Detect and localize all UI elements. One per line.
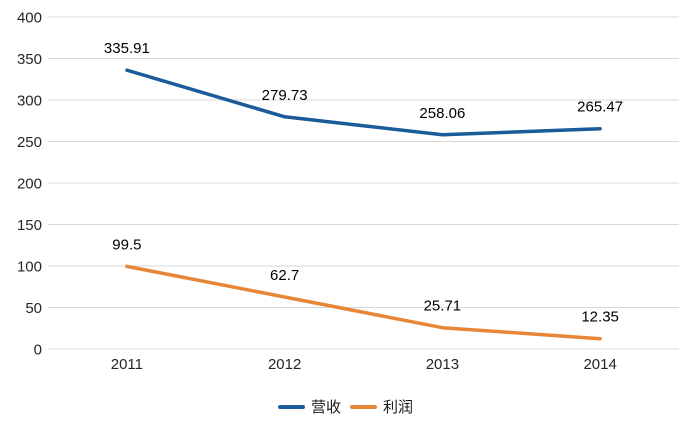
x-axis-category-label: 2012 [268,356,301,373]
y-axis-tick-label: 200 [17,175,42,192]
legend-label: 营收 [310,399,341,416]
legend-item-profit[interactable]: 利润 [350,396,413,417]
series-line-revenue [125,68,602,137]
legend-line-swatch [277,404,305,409]
y-axis-tick-label: 350 [17,51,42,68]
data-label: 265.47 [577,99,623,116]
legend-label: 利润 [383,399,414,416]
data-label: 12.35 [581,309,619,326]
y-axis-tick-label: 50 [25,300,42,317]
data-label: 62.7 [270,267,299,284]
x-axis-category-label: 2013 [426,356,459,373]
data-label: 25.71 [424,298,462,315]
y-axis-tick-label: 400 [17,9,42,26]
y-axis-tick-label: 300 [17,92,42,109]
data-label: 335.91 [104,40,150,57]
legend-item-revenue[interactable]: 营收 [277,396,341,417]
x-axis-category-label: 2014 [583,356,616,373]
data-label: 258.06 [419,105,465,122]
series-line-profit [125,264,602,341]
y-axis-tick-label: 100 [17,258,42,275]
data-label: 99.5 [112,236,141,253]
y-axis-tick-label: 150 [17,217,42,234]
y-axis-tick-label: 0 [34,341,42,358]
data-label: 279.73 [262,87,308,104]
chart-legend: 营收 利润 [0,396,691,417]
y-axis-tick-label: 250 [17,134,42,151]
legend-line-swatch [350,404,377,409]
x-axis-category-label: 2011 [111,356,143,373]
